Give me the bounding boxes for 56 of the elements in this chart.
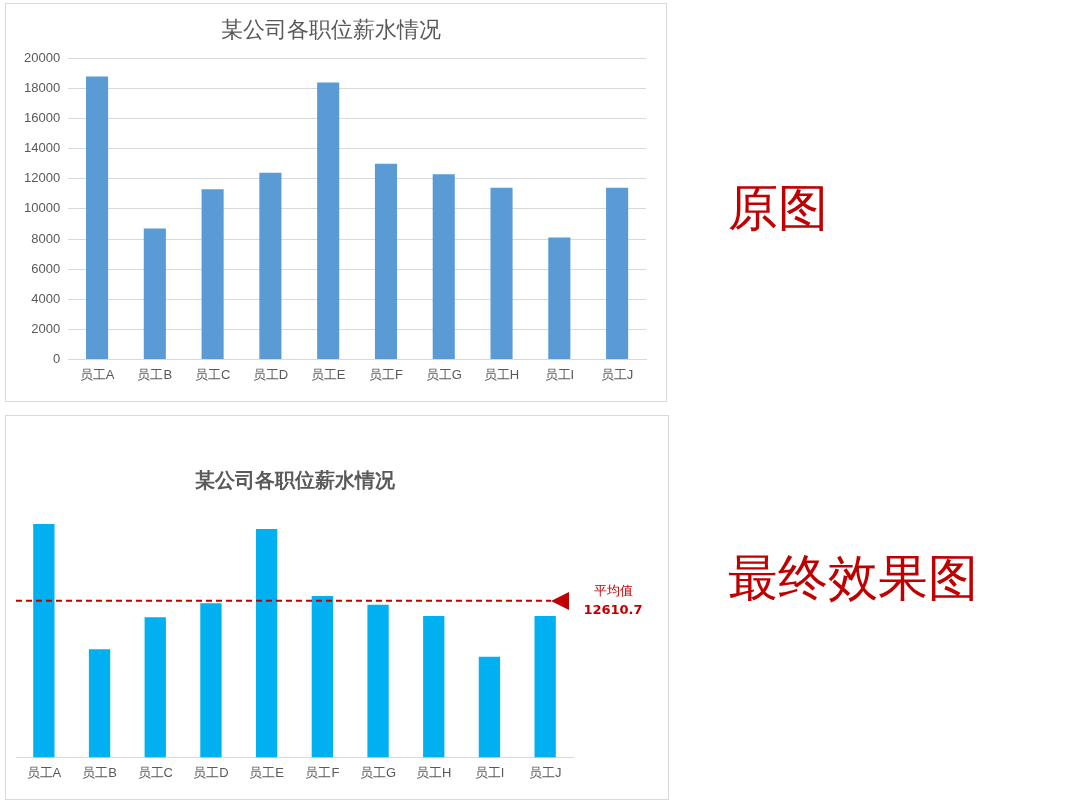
x-tick-label: 员工D	[252, 366, 289, 382]
bar	[143, 228, 166, 359]
bar	[200, 603, 222, 758]
bar	[374, 163, 398, 359]
bar	[201, 189, 224, 359]
chart-title: 某公司各职位薪水情况	[221, 16, 441, 42]
bar	[256, 528, 278, 758]
x-tick-label: 员工J	[600, 366, 634, 382]
x-tick-label: 员工B	[82, 764, 117, 780]
bar	[259, 172, 282, 359]
y-tick-label: 10000	[23, 200, 61, 216]
chart-title: 某公司各职位薪水情况	[193, 468, 396, 493]
bar	[548, 237, 571, 359]
x-tick-label: 员工E	[249, 764, 285, 780]
x-tick-label: 员工B	[137, 366, 173, 382]
bar	[367, 604, 389, 758]
x-tick-label: 员工F	[368, 366, 403, 382]
text: 最终效果图	[728, 548, 978, 609]
x-tick-label: 员工J	[528, 764, 562, 780]
x-tick-label: 员工G	[359, 764, 397, 780]
bar	[490, 187, 513, 359]
x-tick-label: 员工E	[310, 366, 346, 382]
y-tick-label: 6000	[31, 260, 61, 276]
bar	[85, 76, 109, 359]
bar	[33, 524, 55, 758]
bar	[311, 596, 333, 758]
x-tick-label: 员工A	[26, 764, 62, 780]
y-tick-label: 18000	[23, 80, 61, 96]
bar	[606, 187, 629, 359]
x-tick-label: 员工F	[305, 764, 340, 780]
y-tick-label: 16000	[23, 110, 61, 126]
bar	[88, 649, 111, 758]
x-tick-label: 员工H	[483, 366, 520, 382]
y-tick-label: 12000	[23, 170, 61, 186]
x-tick-label: 员工G	[425, 366, 462, 382]
y-tick-label: 2000	[31, 320, 61, 336]
x-tick-label: 员工D	[193, 764, 229, 780]
x-tick-label: 员工I	[474, 764, 505, 780]
x-tick-label: 员工H	[416, 764, 452, 780]
y-tick-label: 4000	[31, 290, 61, 306]
ref-line-label: 平均值 12610.7	[583, 582, 643, 617]
x-tick-label: 员工C	[137, 764, 173, 780]
bar	[432, 174, 455, 359]
bar	[144, 617, 166, 758]
bar	[317, 82, 340, 359]
x-tick-label: 员工A	[79, 366, 115, 382]
y-tick-label: 14000	[23, 140, 61, 156]
y-tick-label: 20000	[23, 49, 61, 65]
text: 原图	[728, 178, 828, 239]
x-tick-label: 员工I	[544, 366, 575, 382]
bar	[423, 615, 445, 758]
bar	[534, 615, 556, 758]
bar	[478, 656, 501, 758]
y-tick-label: 8000	[31, 230, 61, 246]
y-tick-label: 0	[52, 350, 61, 366]
x-tick-label: 员工C	[194, 366, 231, 382]
